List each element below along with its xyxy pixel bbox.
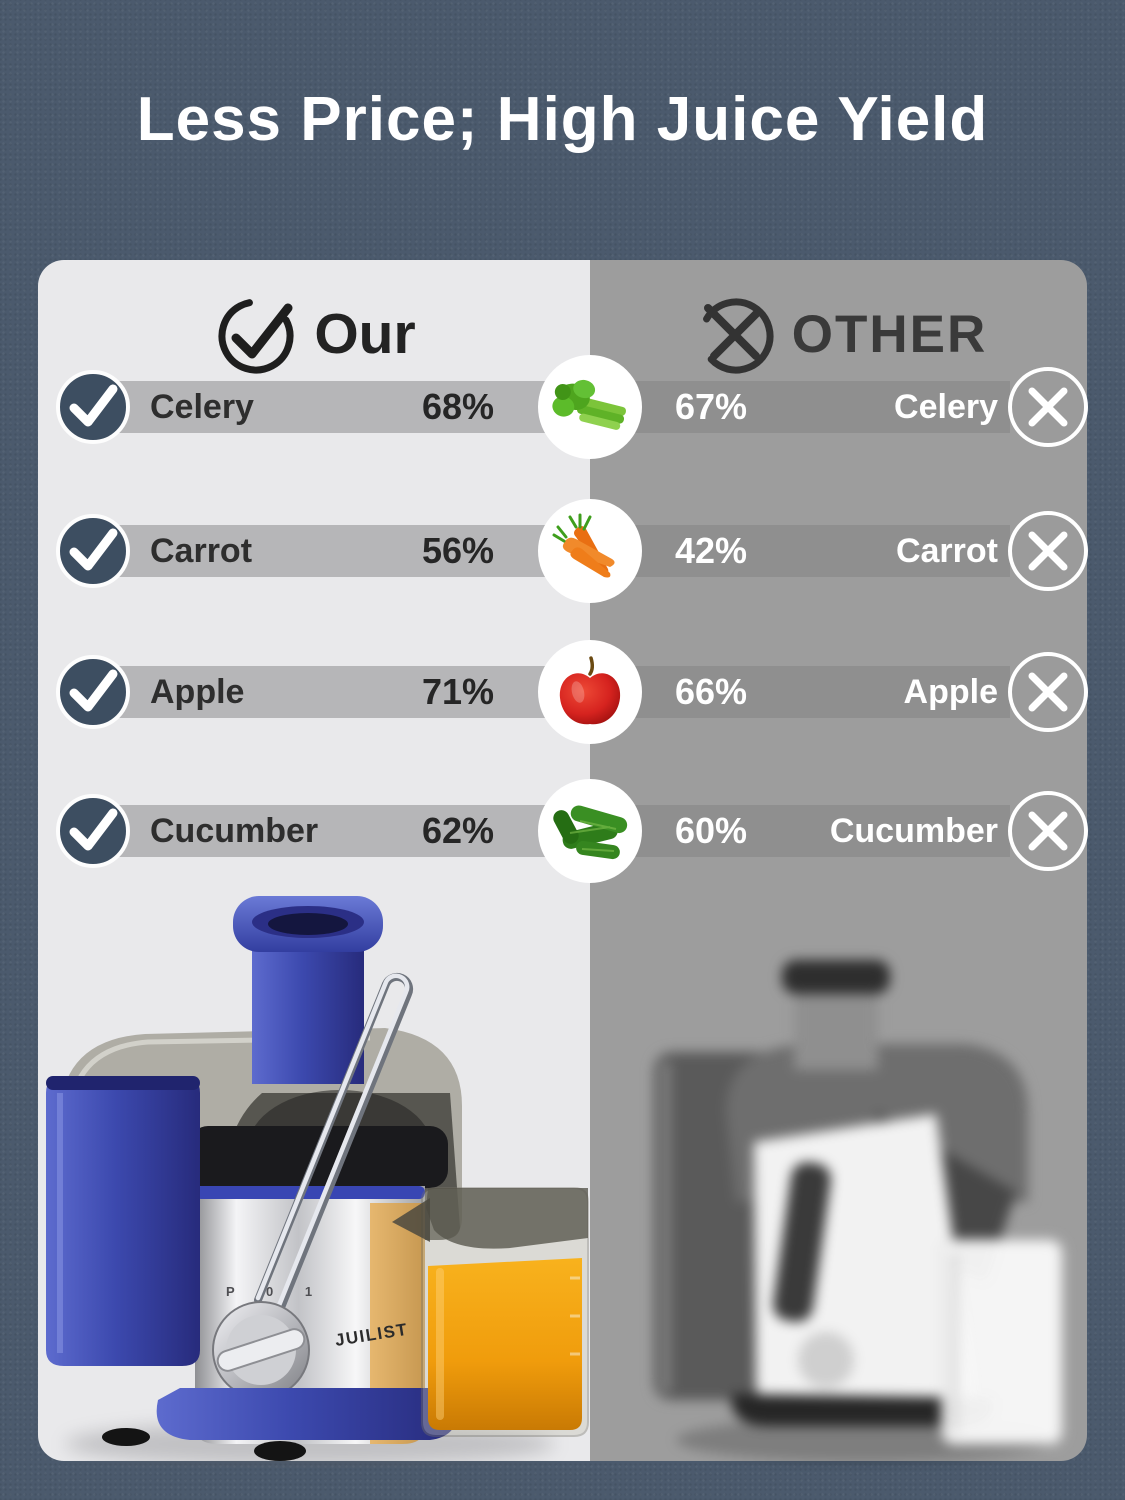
check-badge-icon <box>56 370 130 444</box>
our-juicer-image: P 0 1 JUILIST <box>30 888 590 1468</box>
page-title: Less Price; High Juice Yield <box>136 85 989 154</box>
other-row-celery: 67% Celery <box>590 381 1010 433</box>
our-value: 56% <box>421 530 494 571</box>
other-value: 60% <box>675 810 748 851</box>
other-row-carrot: 42% Carrot <box>590 525 1010 577</box>
other-header: OTHER <box>590 288 1087 380</box>
check-badge-icon <box>56 655 130 729</box>
our-value: 71% <box>421 671 494 712</box>
row-label: Apple <box>150 673 245 711</box>
row-label: Carrot <box>895 532 998 570</box>
other-row-cucumber: 60% Cucumber <box>590 805 1010 857</box>
other-juicer-image <box>636 952 1086 1467</box>
check-circle-icon <box>212 290 300 378</box>
x-badge-icon <box>1008 791 1088 871</box>
apple-icon <box>538 640 642 744</box>
our-header: Our <box>38 288 590 380</box>
dial-markings: P 0 1 <box>226 1284 326 1299</box>
our-header-label: Our <box>314 302 416 366</box>
our-row-cucumber: Cucumber 62% <box>93 805 590 857</box>
other-header-label: OTHER <box>791 304 988 364</box>
our-row-celery: Celery 68% <box>93 381 590 433</box>
cucumber-icon <box>538 779 642 883</box>
check-badge-icon <box>56 514 130 588</box>
row-label: Carrot <box>150 532 253 570</box>
row-label: Celery <box>894 388 998 426</box>
x-circle-icon <box>690 290 778 378</box>
other-row-apple: 66% Apple <box>590 666 1010 718</box>
our-value: 68% <box>421 386 494 427</box>
other-value: 66% <box>675 671 748 712</box>
other-value: 42% <box>675 530 748 571</box>
row-label: Cucumber <box>150 812 319 850</box>
row-label: Apple <box>903 673 998 711</box>
row-label: Celery <box>150 388 254 426</box>
other-value: 67% <box>675 386 748 427</box>
x-badge-icon <box>1008 367 1088 447</box>
row-label: Cucumber <box>829 812 998 850</box>
celery-icon <box>538 355 642 459</box>
our-row-carrot: Carrot 56% <box>93 525 590 577</box>
x-badge-icon <box>1008 652 1088 732</box>
our-value: 62% <box>421 810 494 851</box>
our-row-apple: Apple 71% <box>93 666 590 718</box>
x-badge-icon <box>1008 511 1088 591</box>
carrot-icon <box>538 499 642 603</box>
check-badge-icon <box>56 794 130 868</box>
